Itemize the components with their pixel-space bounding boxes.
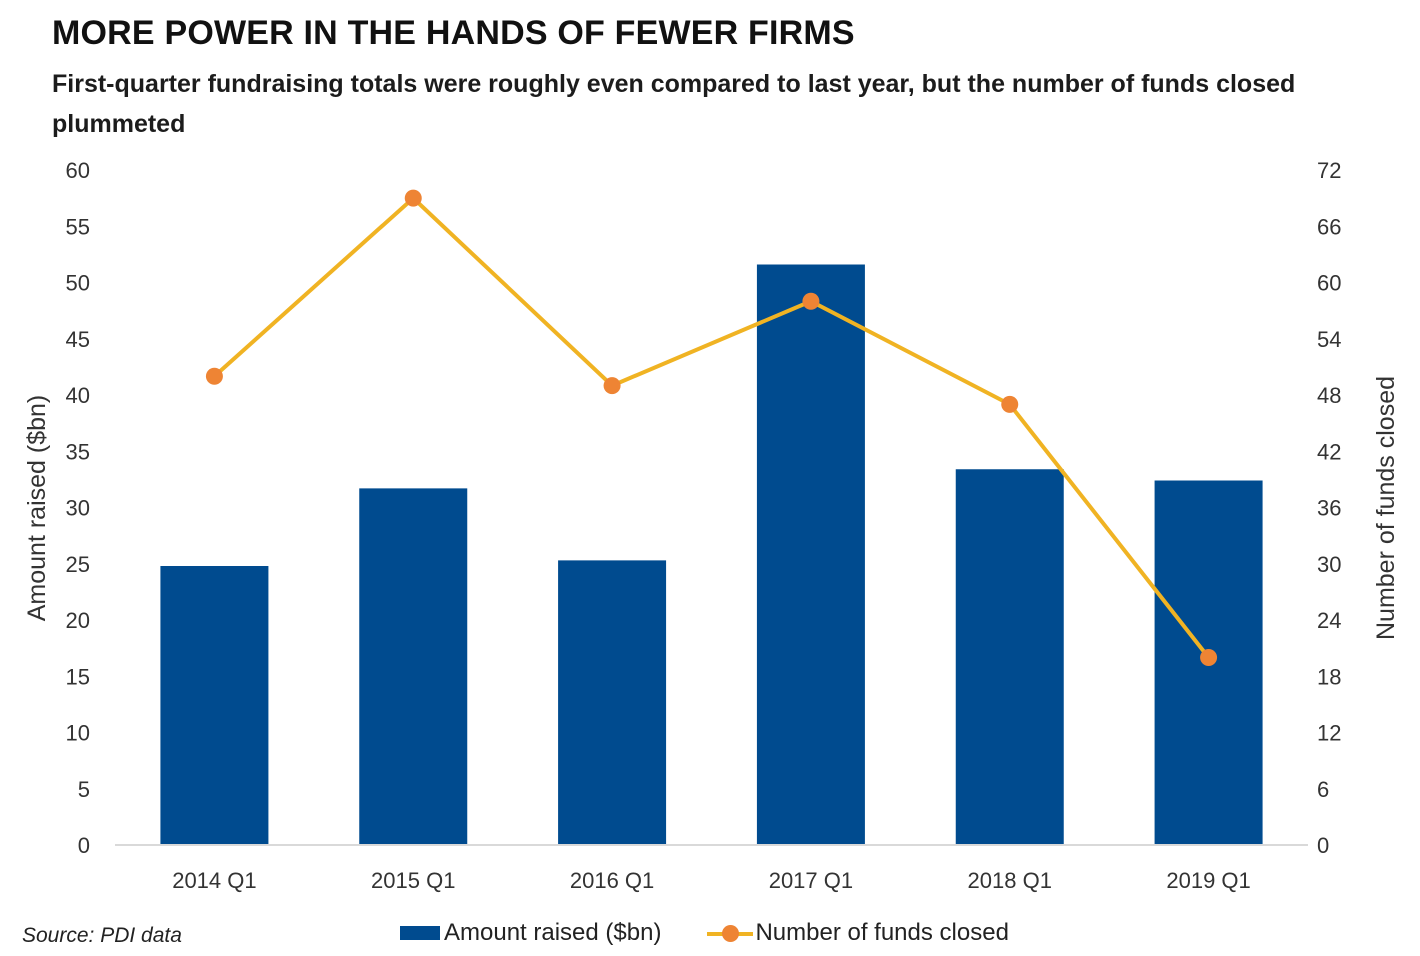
y2-tick-label: 6 — [1317, 777, 1329, 802]
y-tick-label: 45 — [66, 327, 90, 352]
y2-tick-label: 72 — [1317, 158, 1341, 183]
line-series — [205, 189, 1218, 666]
y2-tick-label: 36 — [1317, 496, 1341, 521]
y2-tick-label: 54 — [1317, 327, 1341, 352]
bar-0 — [160, 566, 269, 845]
funds-point-3 — [802, 292, 820, 310]
legend-item-amount: Amount raised ($bn) — [400, 919, 661, 947]
y-axis-label: Amount raised ($bn) — [23, 395, 51, 622]
source-note: Source: PDI data — [22, 924, 182, 947]
x-axis-ticks: 2014 Q1 2015 Q1 2016 Q1 2017 Q1 2018 Q1 2019 … — [172, 868, 1251, 893]
legend: Amount raised ($bn) Number of funds clos… — [400, 915, 1009, 951]
x-tick-label: 2014 Q1 — [172, 868, 256, 893]
bar-series — [160, 264, 1263, 845]
right-axis-ticks: 0 6 12 18 24 30 36 42 48 54 60 66 72 — [1317, 158, 1341, 858]
funds-point-2 — [603, 377, 621, 395]
y2-tick-label: 66 — [1317, 214, 1341, 239]
x-tick-label: 2016 Q1 — [570, 868, 654, 893]
x-tick-label: 2015 Q1 — [371, 868, 455, 893]
y-tick-label: 10 — [66, 721, 90, 746]
chart-subtitle: First-quarter fundraising totals were ro… — [52, 70, 1296, 138]
funds-line — [213, 196, 1211, 659]
bar-4 — [955, 469, 1064, 845]
y-tick-label: 5 — [78, 777, 90, 802]
y-tick-label: 25 — [66, 552, 90, 577]
y-tick-label: 15 — [66, 664, 90, 689]
x-tick-label: 2018 Q1 — [968, 868, 1052, 893]
y-tick-label: 30 — [66, 496, 90, 521]
y2-tick-label: 30 — [1317, 552, 1341, 577]
y-tick-label: 40 — [66, 383, 90, 408]
funds-point-4 — [1001, 395, 1019, 413]
legend-bar-swatch — [400, 926, 440, 940]
y-tick-label: 35 — [66, 439, 90, 464]
y2-tick-label: 0 — [1317, 833, 1329, 858]
bar-1 — [359, 488, 468, 845]
funds-point-0 — [205, 367, 223, 385]
bar-3 — [756, 264, 865, 845]
left-axis-ticks: 0 5 10 15 20 25 30 35 40 45 50 55 60 — [66, 158, 90, 858]
y-tick-label: 20 — [66, 608, 90, 633]
y2-axis-label: Number of funds closed — [1372, 376, 1400, 640]
legend-label-amount: Amount raised ($bn) — [444, 919, 662, 946]
legend-label-funds: Number of funds closed — [755, 919, 1009, 946]
y2-tick-label: 60 — [1317, 271, 1341, 296]
y-tick-label: 60 — [66, 158, 90, 183]
legend-line-swatch — [707, 923, 754, 943]
combo-chart: 0 5 10 15 20 25 30 35 40 45 50 55 60 0 6 12 18 24 30 36 42 4… — [23, 158, 1400, 893]
y2-tick-label: 24 — [1317, 608, 1341, 633]
funds-point-1 — [404, 189, 422, 207]
y2-tick-label: 18 — [1317, 664, 1341, 689]
y-tick-label: 50 — [66, 271, 90, 296]
y2-tick-label: 12 — [1317, 721, 1341, 746]
x-tick-label: 2019 Q1 — [1166, 868, 1250, 893]
x-tick-label: 2017 Q1 — [769, 868, 853, 893]
y-tick-label: 0 — [78, 833, 90, 858]
legend-item-funds: Number of funds closed — [707, 919, 1009, 947]
y2-tick-label: 48 — [1317, 383, 1341, 408]
chart-title: MORE POWER IN THE HANDS OF FEWER FIRMS — [52, 14, 855, 52]
y-tick-label: 55 — [66, 214, 90, 239]
funds-point-5 — [1200, 649, 1218, 666]
y2-tick-label: 42 — [1317, 439, 1341, 464]
bar-2 — [558, 560, 667, 845]
